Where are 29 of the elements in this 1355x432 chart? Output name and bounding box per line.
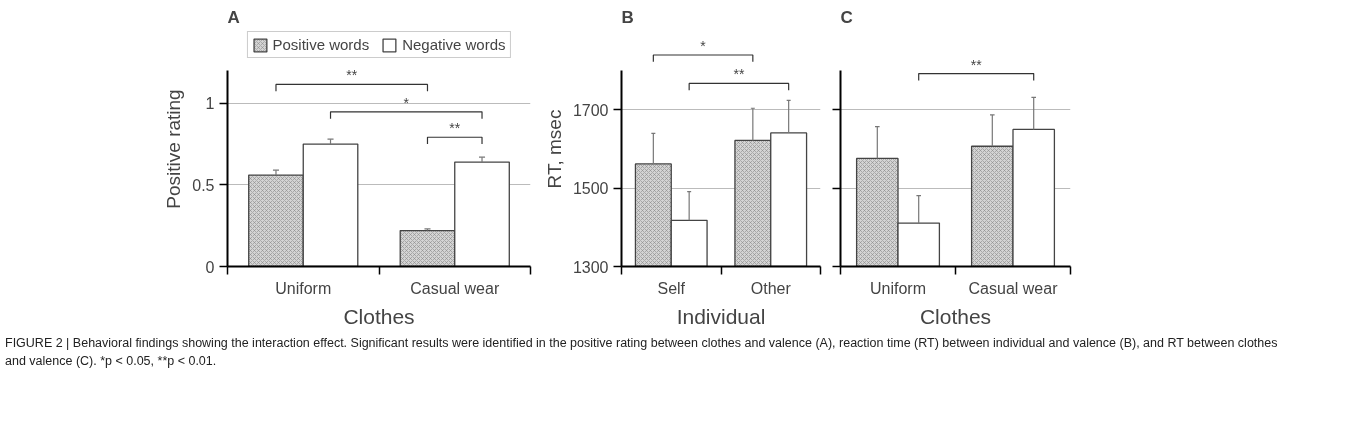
- text: *: [700, 38, 707, 54]
- annotation: **: [449, 120, 461, 137]
- annotation: **: [733, 66, 745, 83]
- x-tick-label: Casual wear: [968, 279, 1059, 297]
- annotation: **: [346, 67, 358, 84]
- caption: FIGURE 2 | Behavioral findings showing the interaction effect. Significant results were identified in the positive rating between clothes and valence (A), reaction time (RT) between individual and valence (B), and RT between clothes and valence (C). *p < 0.05, **p < 0.01.: [5, 335, 1279, 370]
- x-axis-title: Individual: [676, 304, 766, 328]
- annotation: *: [403, 94, 410, 111]
- x-axis-title: Clothes: [919, 304, 992, 328]
- y-axis-title: RT, msec: [543, 109, 565, 189]
- y-tick-label: 0.5: [192, 176, 215, 194]
- x-tick-label: Self: [657, 279, 686, 297]
- x-tick-label: Other: [750, 279, 792, 297]
- chart-title: C: [840, 7, 853, 27]
- y-tick-label: 1500: [572, 180, 609, 198]
- x-axis-title: Clothes: [343, 304, 415, 328]
- legend-label: Negative words: [402, 36, 506, 53]
- y-tick-label: 1: [205, 95, 215, 113]
- x-tick-label: Uniform: [275, 279, 332, 297]
- chart-title: A: [227, 7, 240, 27]
- annotation: **: [970, 56, 983, 73]
- y-axis-title: Positive rating: [163, 89, 185, 209]
- x-tick-label: Casual wear: [410, 279, 500, 297]
- legend-label: Positive words: [272, 36, 370, 53]
- y-tick-label: 1700: [572, 101, 609, 119]
- y-tick-label: 1300: [572, 258, 609, 276]
- chart-title: B: [621, 7, 634, 27]
- x-tick-label: Uniform: [870, 279, 927, 297]
- y-tick-label: 0: [205, 258, 215, 276]
